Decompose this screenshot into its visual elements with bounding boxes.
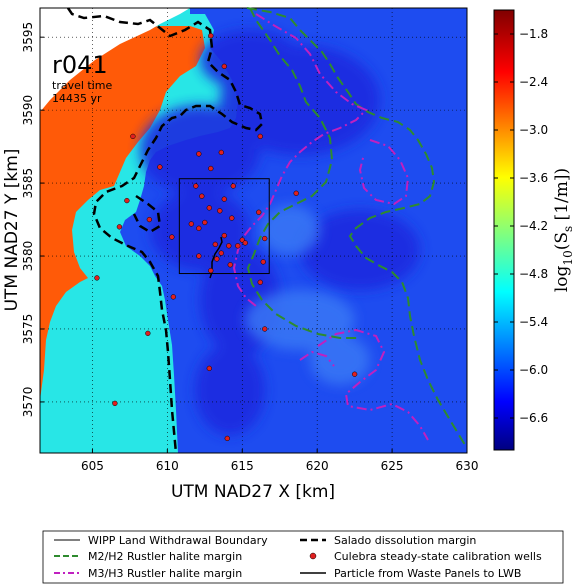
- colorbar-tick-label: −3.6: [519, 171, 548, 185]
- y-tick-label: 3570: [21, 387, 35, 418]
- m2-h2-inner-margin: [246, 7, 360, 339]
- travel-time-value: 14435 yr: [52, 92, 102, 105]
- x-axis-label: UTM NAD27 X [km]: [171, 482, 335, 502]
- calibration-well: [199, 193, 205, 199]
- calibration-well: [293, 190, 299, 196]
- calibration-well: [242, 240, 248, 246]
- calibration-well: [351, 371, 358, 377]
- calibration-well: [218, 149, 224, 156]
- colorbar: [493, 9, 515, 451]
- y-axis-ticks: 3570 3575 3580 3585 3590 3595: [21, 22, 44, 417]
- calibration-well: [221, 196, 227, 202]
- calibration-well: [112, 400, 118, 407]
- calibration-well: [208, 33, 214, 39]
- y-tick-label: 3580: [21, 241, 35, 272]
- calibration-well: [206, 365, 212, 372]
- calibration-well: [202, 219, 208, 226]
- calibration-well: [145, 330, 151, 337]
- y-axis-label: UTM NAD27 Y [km]: [2, 149, 22, 312]
- calibration-wells: [94, 33, 358, 442]
- calibration-well: [94, 275, 100, 281]
- legend-label-m2: M2/H2 Rustler halite margin: [88, 550, 242, 563]
- calibration-well: [196, 225, 202, 231]
- plot-frame: [39, 7, 468, 454]
- x-tick-label: 630: [456, 459, 479, 473]
- realization-label: r041: [52, 51, 108, 79]
- calibration-well: [157, 164, 163, 170]
- colorbar-tick-label: −5.4: [519, 315, 548, 329]
- calibration-well: [169, 234, 175, 240]
- y-tick-label: 3595: [21, 22, 35, 53]
- calibration-well: [208, 267, 214, 274]
- colorbar-ticks: −1.8 −2.4 −3.0 −3.6 −4.2 −4.8 −5.4 −6.0 −6.6: [494, 27, 548, 425]
- calibration-well: [193, 183, 199, 189]
- calibration-well: [124, 197, 130, 204]
- calibration-well: [257, 133, 263, 140]
- legend-label-particle: Particle from Waste Panels to LWB: [334, 567, 521, 580]
- m3-h3-east-loop: [358, 139, 410, 206]
- calibration-well: [235, 243, 241, 249]
- orange-zone: [40, 15, 205, 400]
- calibration-well: [262, 235, 268, 242]
- calibration-well: [262, 326, 268, 332]
- colorbar-tick-label: −2.4: [519, 75, 548, 89]
- y-tick-label: 3585: [21, 168, 35, 199]
- m3-h3-south-arc: [299, 350, 335, 367]
- salado-margin-loop: [132, 194, 162, 234]
- x-tick-label: 605: [81, 459, 104, 473]
- wipp-land-withdrawal-boundary: [178, 178, 270, 275]
- x-tick-label: 625: [381, 459, 404, 473]
- calibration-well: [130, 133, 136, 140]
- y-tick-label: 3590: [21, 95, 35, 126]
- calibration-well: [260, 259, 266, 265]
- calibration-well: [217, 208, 223, 214]
- outside-domain: [40, 8, 190, 112]
- calibration-well: [226, 243, 232, 249]
- legend-swatch-wells: [309, 552, 317, 560]
- calibration-well: [221, 232, 227, 239]
- calibration-well: [257, 279, 263, 285]
- calibration-well: [218, 250, 224, 256]
- x-axis-ticks: 605 610 615 620 625 630: [81, 449, 478, 473]
- x-tick-label: 620: [306, 459, 329, 473]
- colorbar-label: log10(Ss [1/m]): [552, 168, 575, 292]
- colorbar-tick-label: −1.8: [519, 27, 548, 41]
- m2-h2-rustler-margin: [246, 7, 468, 449]
- calibration-well: [196, 151, 202, 157]
- colorbar-tick-label: −4.2: [519, 219, 548, 233]
- colorbar-tick-label: −6.6: [519, 411, 548, 425]
- calibration-well: [229, 215, 235, 221]
- m3-h3-southeast-loop: [317, 328, 429, 441]
- y-tick-label: 3575: [21, 314, 35, 345]
- legend-label-m3: M3/H3 Rustler halite margin: [88, 567, 242, 580]
- calibration-well: [230, 183, 236, 189]
- m3-h3-rustler-margin: [232, 13, 368, 307]
- colorbar-tick-label: −3.0: [519, 123, 548, 137]
- calibration-well: [206, 205, 212, 211]
- calibration-well: [227, 262, 233, 268]
- legend-label-salado: Salado dissolution margin: [334, 534, 476, 547]
- colorbar-tick-label: −6.0: [519, 363, 548, 377]
- calibration-well: [256, 209, 262, 215]
- x-tick-label: 610: [156, 459, 179, 473]
- calibration-well: [196, 253, 202, 259]
- x-tick-label: 615: [231, 459, 254, 473]
- calibration-well: [208, 165, 214, 172]
- calibration-well: [170, 294, 176, 300]
- calibration-well: [221, 63, 227, 70]
- salado-dissolution-margin: [66, 7, 264, 454]
- calibration-well: [224, 435, 230, 442]
- calibration-well: [188, 221, 194, 227]
- legend: WIPP Land Withdrawal Boundary M2/H2 Rust…: [42, 530, 564, 584]
- legend-label-wipp: WIPP Land Withdrawal Boundary: [88, 534, 268, 547]
- calibration-well: [212, 241, 218, 248]
- calibration-well: [146, 216, 153, 223]
- legend-label-wells: Culebra steady-state calibration wells: [334, 550, 542, 563]
- calibration-well: [214, 256, 220, 262]
- colorbar-tick-label: −4.8: [519, 267, 548, 281]
- calibration-well: [116, 224, 123, 230]
- travel-time-label: travel time: [52, 79, 112, 92]
